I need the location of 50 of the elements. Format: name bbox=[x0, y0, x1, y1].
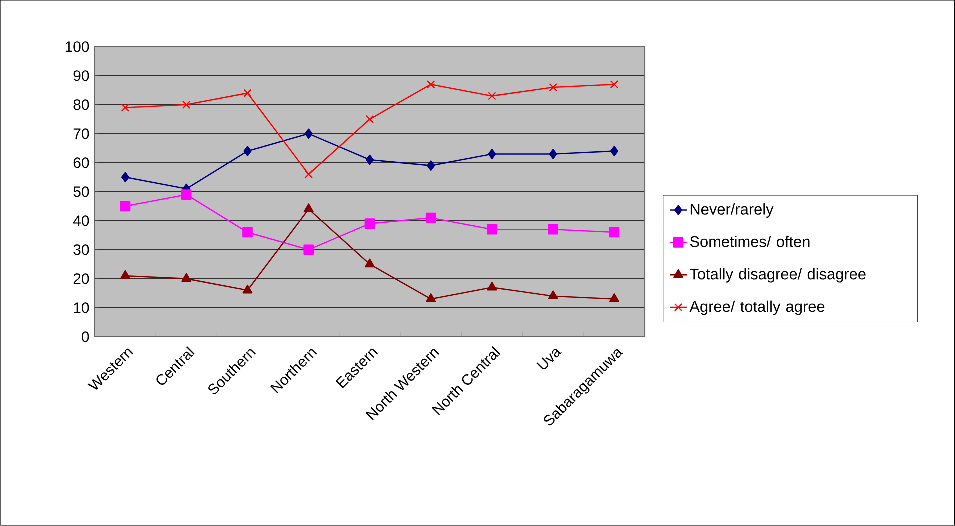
y-tick-label: 80 bbox=[74, 100, 90, 110]
point bbox=[549, 149, 558, 160]
legend-label: Agree/ totally agree bbox=[690, 300, 825, 316]
point bbox=[364, 218, 376, 230]
point bbox=[365, 258, 375, 268]
legend-label: Totally disagree/ disagree bbox=[690, 268, 866, 283]
point bbox=[244, 146, 252, 157]
point bbox=[487, 224, 498, 235]
point bbox=[366, 115, 374, 124]
point bbox=[426, 212, 436, 224]
point bbox=[244, 89, 252, 98]
y-tick-label: 0 bbox=[82, 332, 90, 342]
point bbox=[609, 227, 620, 238]
y-tick-label: 10 bbox=[74, 302, 90, 314]
point bbox=[182, 273, 192, 282]
legend-label: Sometimes/ often bbox=[690, 236, 810, 248]
y-tick-label: 60 bbox=[74, 158, 90, 168]
point bbox=[242, 227, 253, 238]
y-tick-label: 50 bbox=[74, 186, 90, 198]
legend-label: Never/rarely bbox=[690, 204, 774, 218]
point bbox=[181, 190, 192, 200]
point bbox=[427, 160, 436, 172]
y-tick-label: 90 bbox=[74, 70, 90, 82]
y-tick-label: 20 bbox=[74, 274, 90, 284]
point bbox=[304, 204, 314, 213]
point bbox=[548, 290, 558, 300]
point bbox=[426, 294, 436, 302]
point bbox=[548, 224, 558, 235]
y-tick-label: 70 bbox=[74, 128, 90, 140]
point bbox=[120, 270, 130, 280]
point bbox=[182, 100, 191, 110]
point bbox=[609, 294, 620, 302]
y-tick-label: 30 bbox=[74, 244, 90, 256]
point bbox=[304, 170, 313, 179]
point bbox=[120, 201, 131, 212]
y-tick-label: 100 bbox=[66, 42, 90, 52]
point bbox=[121, 104, 130, 112]
point bbox=[366, 154, 374, 166]
point bbox=[549, 83, 558, 92]
point bbox=[610, 80, 619, 89]
point bbox=[304, 244, 314, 256]
point bbox=[121, 172, 130, 183]
point bbox=[426, 80, 436, 89]
y-tick-label: 40 bbox=[73, 216, 90, 226]
point bbox=[488, 92, 496, 100]
point bbox=[610, 146, 618, 157]
point bbox=[304, 128, 313, 140]
point bbox=[487, 282, 498, 291]
point bbox=[488, 149, 496, 160]
point bbox=[242, 284, 253, 294]
